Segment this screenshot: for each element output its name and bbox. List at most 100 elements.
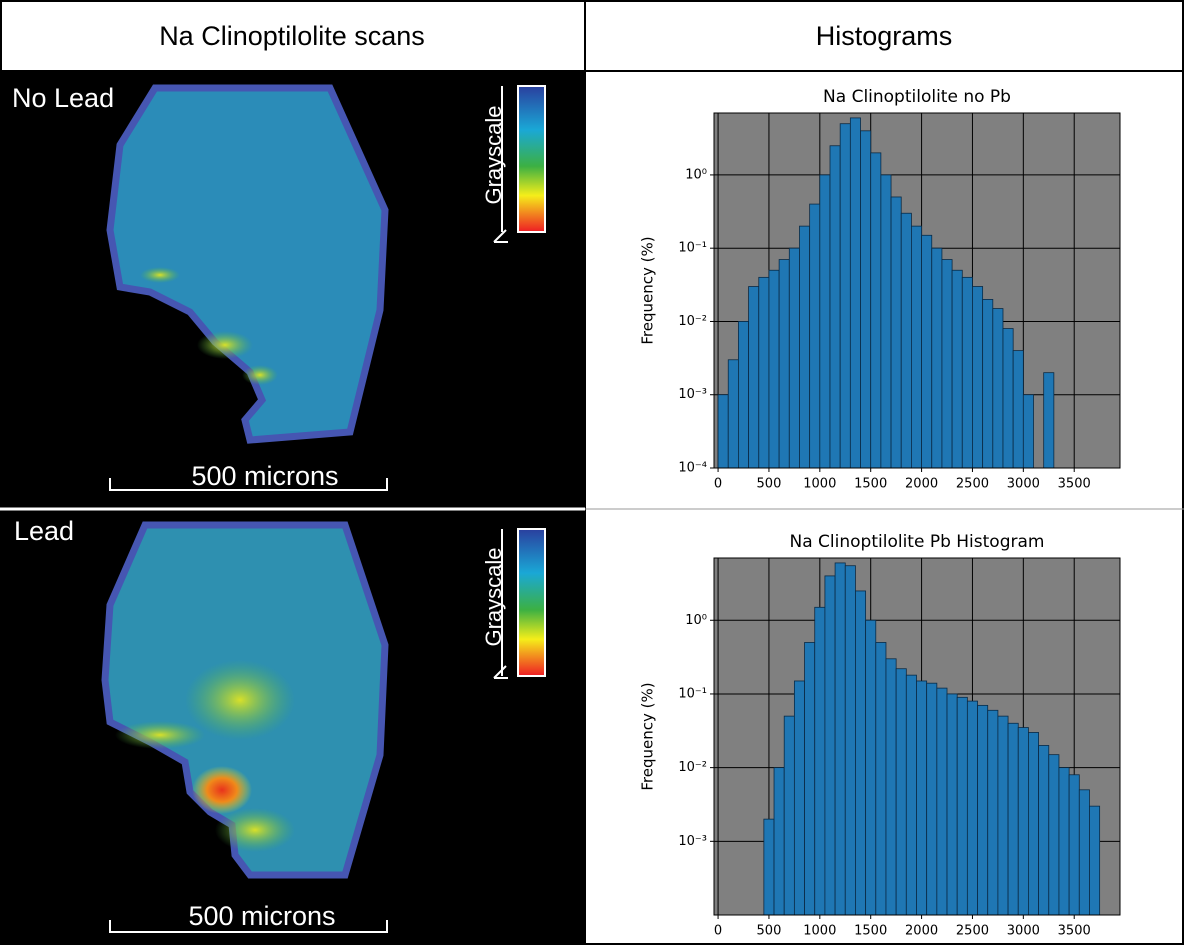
bar [773,767,785,916]
y-tick-label: 10⁰ [685,167,707,182]
bar [880,174,892,469]
y-tick-label: 10⁻³ [678,834,707,849]
bar [1022,394,1034,469]
x-tick-label: 2000 [905,924,938,939]
scan-detail [215,808,295,852]
bar [905,674,917,916]
bar [1028,732,1039,916]
y-tick-label: 10⁻⁴ [678,461,707,476]
bar [727,359,739,469]
scan-image [106,84,389,444]
y-axis-label: Frequency (%) [639,236,657,344]
bar [870,152,882,469]
x-tick-label: 3500 [1058,924,1091,939]
scan-detail [197,331,253,359]
bar [844,565,856,916]
scale-bar [109,920,388,933]
bar [799,225,811,469]
x-tick-label: 1000 [803,477,836,492]
colorbar-arrow [493,529,508,679]
bar [1012,350,1024,469]
bar [1078,789,1090,916]
bar [941,259,953,469]
x-tick-label: 1000 [803,924,836,939]
x-tick-label: 500 [757,924,782,939]
bar [1068,774,1080,916]
bar [804,642,816,916]
bar [763,818,775,916]
bar [931,247,943,469]
x-tick-label: 3000 [1007,477,1040,492]
x-tick-label: 2500 [956,924,989,939]
plot-frame [713,557,1121,916]
bar [977,704,989,916]
bar [966,700,978,916]
chart-title: Na Clinoptilolite no Pb [823,87,1011,107]
bar [1043,372,1055,469]
bar [936,687,948,916]
bar [951,269,963,469]
scale-bar-label: 500 microns [188,901,335,931]
x-tick-label: 500 [757,477,782,492]
y-tick-label: 10⁻³ [678,387,707,402]
bar [875,642,887,916]
scale-bar-label: 500 microns [191,461,338,491]
bar [900,212,912,469]
bar [895,668,907,916]
bar [1089,805,1101,916]
bar [1007,722,1019,916]
bar [758,276,770,469]
plot-frame [713,112,1121,469]
bar [997,715,1009,916]
bar [1002,328,1014,469]
scale-bar [109,478,388,491]
column-header: Na Clinoptilolite scans [159,21,425,51]
y-tick-label: 10⁻² [678,314,707,329]
y-tick-label: 10⁻² [678,760,707,775]
bar [783,715,795,916]
bar [1038,745,1050,916]
colorbar [517,85,546,233]
bar [992,308,1004,469]
y-axis-label: Frequency (%) [639,682,657,790]
bar [911,225,922,469]
bar [855,590,867,916]
scan-detail [115,721,205,749]
scan-label: Lead [14,516,74,546]
y-tick-label: 10⁻¹ [678,241,707,256]
bar [1017,727,1029,916]
bar [834,562,846,916]
scan-detail [242,365,278,385]
colorbar-arrow [493,86,508,243]
x-tick-label: 1500 [854,477,887,492]
bar [778,259,790,469]
y-tick-label: 10⁰ [685,613,707,628]
bar [829,145,841,469]
bar [738,321,749,469]
scan-detail [140,267,180,283]
bar [865,619,877,916]
bar [1048,754,1060,916]
bar [849,117,861,469]
bar [860,130,872,469]
bar [717,394,729,469]
chart-title: Na Clinoptilolite Pb Histogram [790,532,1045,552]
bar [793,680,805,916]
scan-detail [185,660,295,740]
x-tick-label: 2000 [905,477,938,492]
bar [839,123,851,469]
column-header: Histograms [816,21,953,51]
bar [972,286,984,469]
bar [926,682,938,916]
x-tick-label: 0 [714,924,722,939]
bar [956,696,968,916]
bar [814,606,826,916]
bar [916,680,928,916]
x-tick-label: 2500 [956,477,989,492]
bar [824,575,836,916]
x-tick-label: 1500 [854,924,887,939]
bar [809,203,821,469]
scan-label: No Lead [12,83,114,113]
